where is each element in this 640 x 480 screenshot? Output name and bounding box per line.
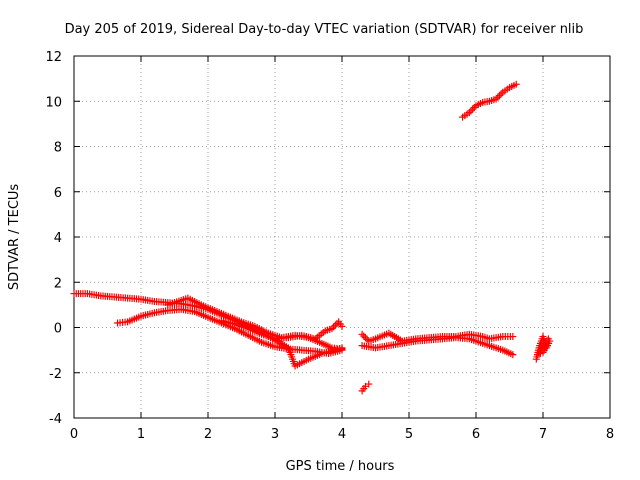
data-point: [492, 95, 500, 103]
data-point: [328, 325, 336, 333]
y-tick-label: 0: [54, 322, 62, 337]
data-point: [509, 351, 517, 359]
trail-marker: [467, 107, 475, 115]
x-tick-label: 7: [539, 427, 547, 442]
axis-ticks: [73, 55, 611, 419]
series-track-i: [532, 333, 554, 363]
chart-title: Day 205 of 2019, Sidereal Day-to-day VTE…: [65, 22, 584, 37]
y-tick-label: 4: [54, 231, 62, 246]
x-tick-label: 0: [70, 427, 78, 442]
data-point: [358, 330, 366, 338]
y-tick-labels: -4 -2 0 2 4 6 8 10 12: [45, 50, 62, 427]
y-tick-label: -2: [49, 367, 62, 382]
x-tick-label: 2: [204, 427, 212, 442]
data-point: [512, 80, 520, 88]
series-track-e: [358, 380, 373, 395]
x-tick-label: 6: [472, 427, 480, 442]
trail-marker: [330, 323, 338, 331]
trail-marker: [470, 103, 478, 111]
data-point: [465, 109, 473, 117]
y-tick-label: 8: [54, 141, 62, 156]
data-point: [338, 322, 346, 330]
data-point: [544, 335, 552, 343]
trail-marker: [363, 335, 371, 343]
x-tick-labels: 0 1 2 3 4 5 6 7 8: [70, 427, 614, 442]
trail-marker: [495, 92, 503, 100]
x-tick-label: 1: [137, 427, 145, 442]
trail-marker: [494, 93, 502, 101]
y-tick-label: 10: [45, 95, 62, 110]
trail-marker: [331, 321, 339, 329]
data-series: [70, 80, 554, 395]
x-tick-label: 4: [338, 427, 346, 442]
y-tick-label: 12: [45, 50, 62, 65]
y-tick-label: 6: [54, 186, 62, 201]
y-tick-label: 2: [54, 276, 62, 291]
y-axis-label: SDTVAR / TECUs: [7, 184, 22, 291]
y-tick-label: -4: [49, 412, 62, 427]
trail-marker: [361, 334, 369, 342]
trail-marker: [469, 105, 477, 113]
data-point: [365, 380, 373, 388]
data-point: [338, 345, 346, 353]
x-tick-label: 3: [271, 427, 279, 442]
series-track-d: [217, 317, 346, 343]
x-tick-label: 8: [606, 427, 614, 442]
data-point: [509, 333, 517, 341]
x-axis-label: GPS time / hours: [286, 459, 395, 474]
series-track-g: [358, 334, 517, 359]
trail-marker: [360, 332, 368, 340]
series-track-h: [459, 80, 520, 121]
x-tick-label: 5: [405, 427, 413, 442]
trail-marker: [497, 90, 505, 98]
